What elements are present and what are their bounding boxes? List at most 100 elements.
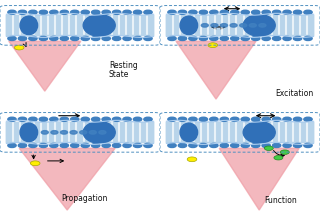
Circle shape (210, 117, 218, 121)
Circle shape (18, 117, 27, 121)
Circle shape (189, 36, 197, 40)
Circle shape (81, 117, 89, 121)
Circle shape (8, 36, 16, 40)
Circle shape (133, 143, 142, 147)
Circle shape (112, 143, 121, 147)
Circle shape (231, 10, 239, 14)
FancyBboxPatch shape (6, 122, 155, 143)
Circle shape (112, 117, 121, 121)
Circle shape (123, 117, 131, 121)
Circle shape (178, 36, 187, 40)
Circle shape (220, 117, 228, 121)
Circle shape (112, 36, 121, 40)
Ellipse shape (83, 15, 115, 36)
Circle shape (220, 143, 228, 147)
Circle shape (283, 36, 291, 40)
Text: Excitation: Excitation (275, 89, 314, 98)
Circle shape (283, 143, 291, 147)
Circle shape (211, 24, 218, 27)
Circle shape (41, 131, 48, 134)
Circle shape (92, 143, 100, 147)
Circle shape (8, 117, 16, 121)
Circle shape (29, 10, 37, 14)
Circle shape (8, 143, 16, 147)
Circle shape (293, 117, 302, 121)
Circle shape (112, 10, 121, 14)
Circle shape (168, 117, 176, 121)
Circle shape (144, 117, 152, 121)
Circle shape (144, 36, 152, 40)
Circle shape (81, 143, 89, 147)
Ellipse shape (180, 123, 198, 142)
Circle shape (304, 143, 312, 147)
Circle shape (18, 36, 27, 40)
Circle shape (92, 10, 100, 14)
Circle shape (71, 10, 79, 14)
Circle shape (262, 143, 270, 147)
Ellipse shape (20, 16, 38, 35)
Text: Propagation: Propagation (61, 194, 107, 203)
Circle shape (50, 10, 58, 14)
Circle shape (272, 36, 281, 40)
Circle shape (199, 117, 208, 121)
Circle shape (133, 117, 142, 121)
Circle shape (264, 146, 273, 150)
Circle shape (144, 143, 152, 147)
Circle shape (14, 45, 24, 50)
Circle shape (144, 10, 152, 14)
Circle shape (210, 10, 218, 14)
Circle shape (178, 10, 187, 14)
Ellipse shape (180, 16, 198, 35)
Circle shape (293, 10, 302, 14)
Circle shape (231, 143, 239, 147)
Circle shape (293, 143, 302, 147)
Circle shape (280, 150, 289, 154)
Circle shape (283, 10, 291, 14)
Circle shape (272, 10, 281, 14)
FancyBboxPatch shape (166, 122, 314, 143)
Circle shape (92, 117, 100, 121)
Circle shape (60, 143, 68, 147)
Circle shape (220, 36, 228, 40)
Circle shape (81, 36, 89, 40)
Circle shape (39, 36, 48, 40)
Circle shape (230, 24, 237, 27)
Circle shape (272, 143, 281, 147)
Polygon shape (176, 41, 256, 99)
Circle shape (231, 117, 239, 121)
Circle shape (30, 161, 40, 166)
Circle shape (262, 36, 270, 40)
Circle shape (39, 143, 48, 147)
Ellipse shape (83, 122, 115, 143)
Circle shape (283, 117, 291, 121)
Circle shape (168, 143, 176, 147)
Text: Resting: Resting (109, 61, 138, 70)
Circle shape (80, 131, 87, 134)
Circle shape (71, 143, 79, 147)
Circle shape (168, 10, 176, 14)
Circle shape (39, 10, 48, 14)
Text: State: State (109, 70, 129, 79)
Circle shape (199, 143, 208, 147)
Circle shape (168, 36, 176, 40)
Circle shape (252, 10, 260, 14)
Circle shape (81, 10, 89, 14)
Circle shape (262, 10, 270, 14)
Circle shape (50, 143, 58, 147)
Circle shape (241, 143, 249, 147)
Circle shape (123, 36, 131, 40)
Circle shape (187, 157, 197, 162)
Circle shape (262, 117, 270, 121)
Circle shape (241, 36, 249, 40)
Circle shape (39, 117, 48, 121)
Polygon shape (19, 148, 115, 210)
Circle shape (70, 131, 77, 134)
Circle shape (102, 117, 110, 121)
Circle shape (240, 24, 247, 27)
Circle shape (304, 117, 312, 121)
Circle shape (71, 36, 79, 40)
Circle shape (252, 36, 260, 40)
Circle shape (50, 117, 58, 121)
Circle shape (18, 143, 27, 147)
Circle shape (102, 143, 110, 147)
